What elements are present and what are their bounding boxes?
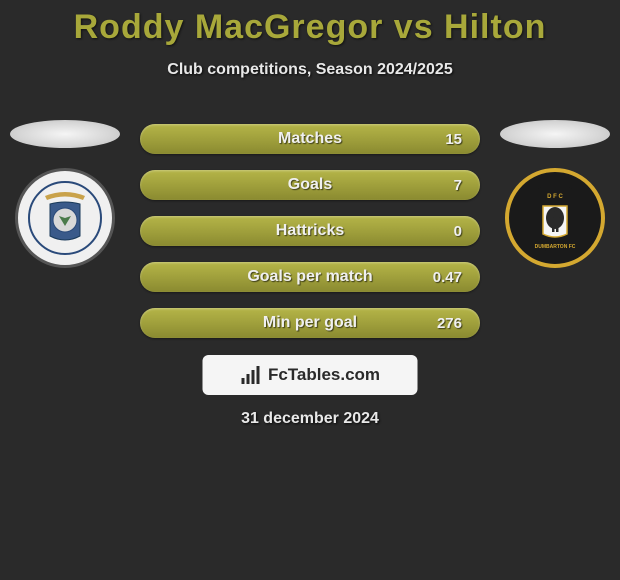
stat-right-value: 0.47 (422, 269, 462, 286)
comparison-subtitle: Club competitions, Season 2024/2025 (0, 61, 620, 79)
stat-row-goals: Goals 7 (140, 170, 480, 200)
stat-right-value: 7 (422, 177, 462, 194)
footer-brand-badge: FcTables.com (203, 355, 418, 395)
stat-right-value: 0 (422, 223, 462, 240)
team-left-namebar (10, 120, 120, 148)
dumbarton-crest-icon: D F C DUMBARTON FC (515, 178, 595, 258)
stat-label: Goals per match (247, 268, 372, 286)
stat-right-value: 15 (422, 131, 462, 148)
comparison-title: Roddy MacGregor vs Hilton (0, 0, 620, 47)
inverness-crest-icon (25, 178, 105, 258)
team-right-crest: D F C DUMBARTON FC (505, 168, 605, 268)
stat-row-goals-per-match: Goals per match 0.47 (140, 262, 480, 292)
stat-row-matches: Matches 15 (140, 124, 480, 154)
svg-text:D F C: D F C (547, 194, 563, 200)
stat-label: Hattricks (276, 222, 344, 240)
stat-right-value: 276 (422, 315, 462, 332)
footer-brand-text: FcTables.com (268, 365, 380, 385)
stat-label: Min per goal (263, 314, 357, 332)
date-text: 31 december 2024 (241, 410, 379, 428)
svg-text:DUMBARTON FC: DUMBARTON FC (535, 244, 576, 250)
stats-container: Matches 15 Goals 7 Hattricks 0 Goals per… (140, 124, 480, 354)
stat-row-min-per-goal: Min per goal 276 (140, 308, 480, 338)
stat-row-hattricks: Hattricks 0 (140, 216, 480, 246)
team-left-crest (15, 168, 115, 268)
team-right-panel: D F C DUMBARTON FC (495, 120, 615, 268)
team-right-namebar (500, 120, 610, 148)
stat-label: Matches (278, 130, 342, 148)
team-left-panel (5, 120, 125, 268)
chart-icon (240, 364, 262, 386)
stat-label: Goals (288, 176, 332, 194)
